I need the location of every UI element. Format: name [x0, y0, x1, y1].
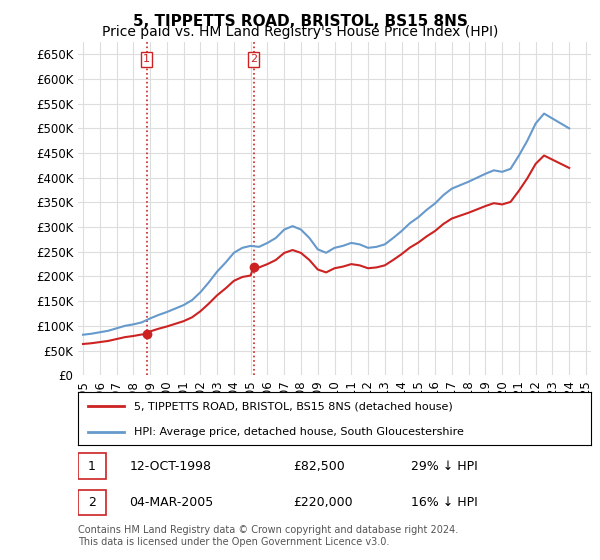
Text: 12-OCT-1998: 12-OCT-1998: [130, 460, 211, 473]
Text: 16% ↓ HPI: 16% ↓ HPI: [412, 496, 478, 509]
Text: 1: 1: [143, 54, 150, 64]
Text: £220,000: £220,000: [293, 496, 353, 509]
Text: HPI: Average price, detached house, South Gloucestershire: HPI: Average price, detached house, Sout…: [134, 427, 464, 437]
FancyBboxPatch shape: [78, 490, 106, 515]
Text: 1: 1: [88, 460, 96, 473]
Text: Price paid vs. HM Land Registry's House Price Index (HPI): Price paid vs. HM Land Registry's House …: [102, 25, 498, 39]
Text: 04-MAR-2005: 04-MAR-2005: [130, 496, 214, 509]
Text: 5, TIPPETTS ROAD, BRISTOL, BS15 8NS (detached house): 5, TIPPETTS ROAD, BRISTOL, BS15 8NS (det…: [134, 402, 453, 412]
Text: 2: 2: [88, 496, 96, 509]
FancyBboxPatch shape: [78, 454, 106, 479]
Text: £82,500: £82,500: [293, 460, 345, 473]
Text: 29% ↓ HPI: 29% ↓ HPI: [412, 460, 478, 473]
Text: Contains HM Land Registry data © Crown copyright and database right 2024.
This d: Contains HM Land Registry data © Crown c…: [78, 525, 458, 547]
Text: 2: 2: [250, 54, 257, 64]
Text: 5, TIPPETTS ROAD, BRISTOL, BS15 8NS: 5, TIPPETTS ROAD, BRISTOL, BS15 8NS: [133, 14, 467, 29]
